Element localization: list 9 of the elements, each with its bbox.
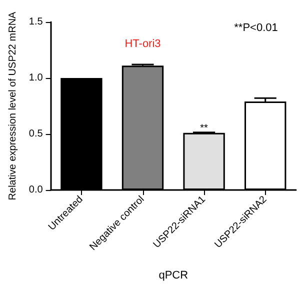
y-tick-label: 0.0 (28, 184, 44, 196)
x-axis-title: qPCR (158, 270, 188, 282)
y-tick-label: 1.0 (28, 72, 44, 84)
y-tick-label: 0.5 (28, 128, 44, 140)
y-tick-label: 1.5 (28, 16, 44, 28)
annotation: **P<0.01 (234, 22, 278, 34)
annotation: ** (200, 122, 208, 134)
annotation: HT-ori3 (124, 38, 161, 50)
y-axis-title: Relative expression level of USP22 mRNA (8, 11, 18, 200)
